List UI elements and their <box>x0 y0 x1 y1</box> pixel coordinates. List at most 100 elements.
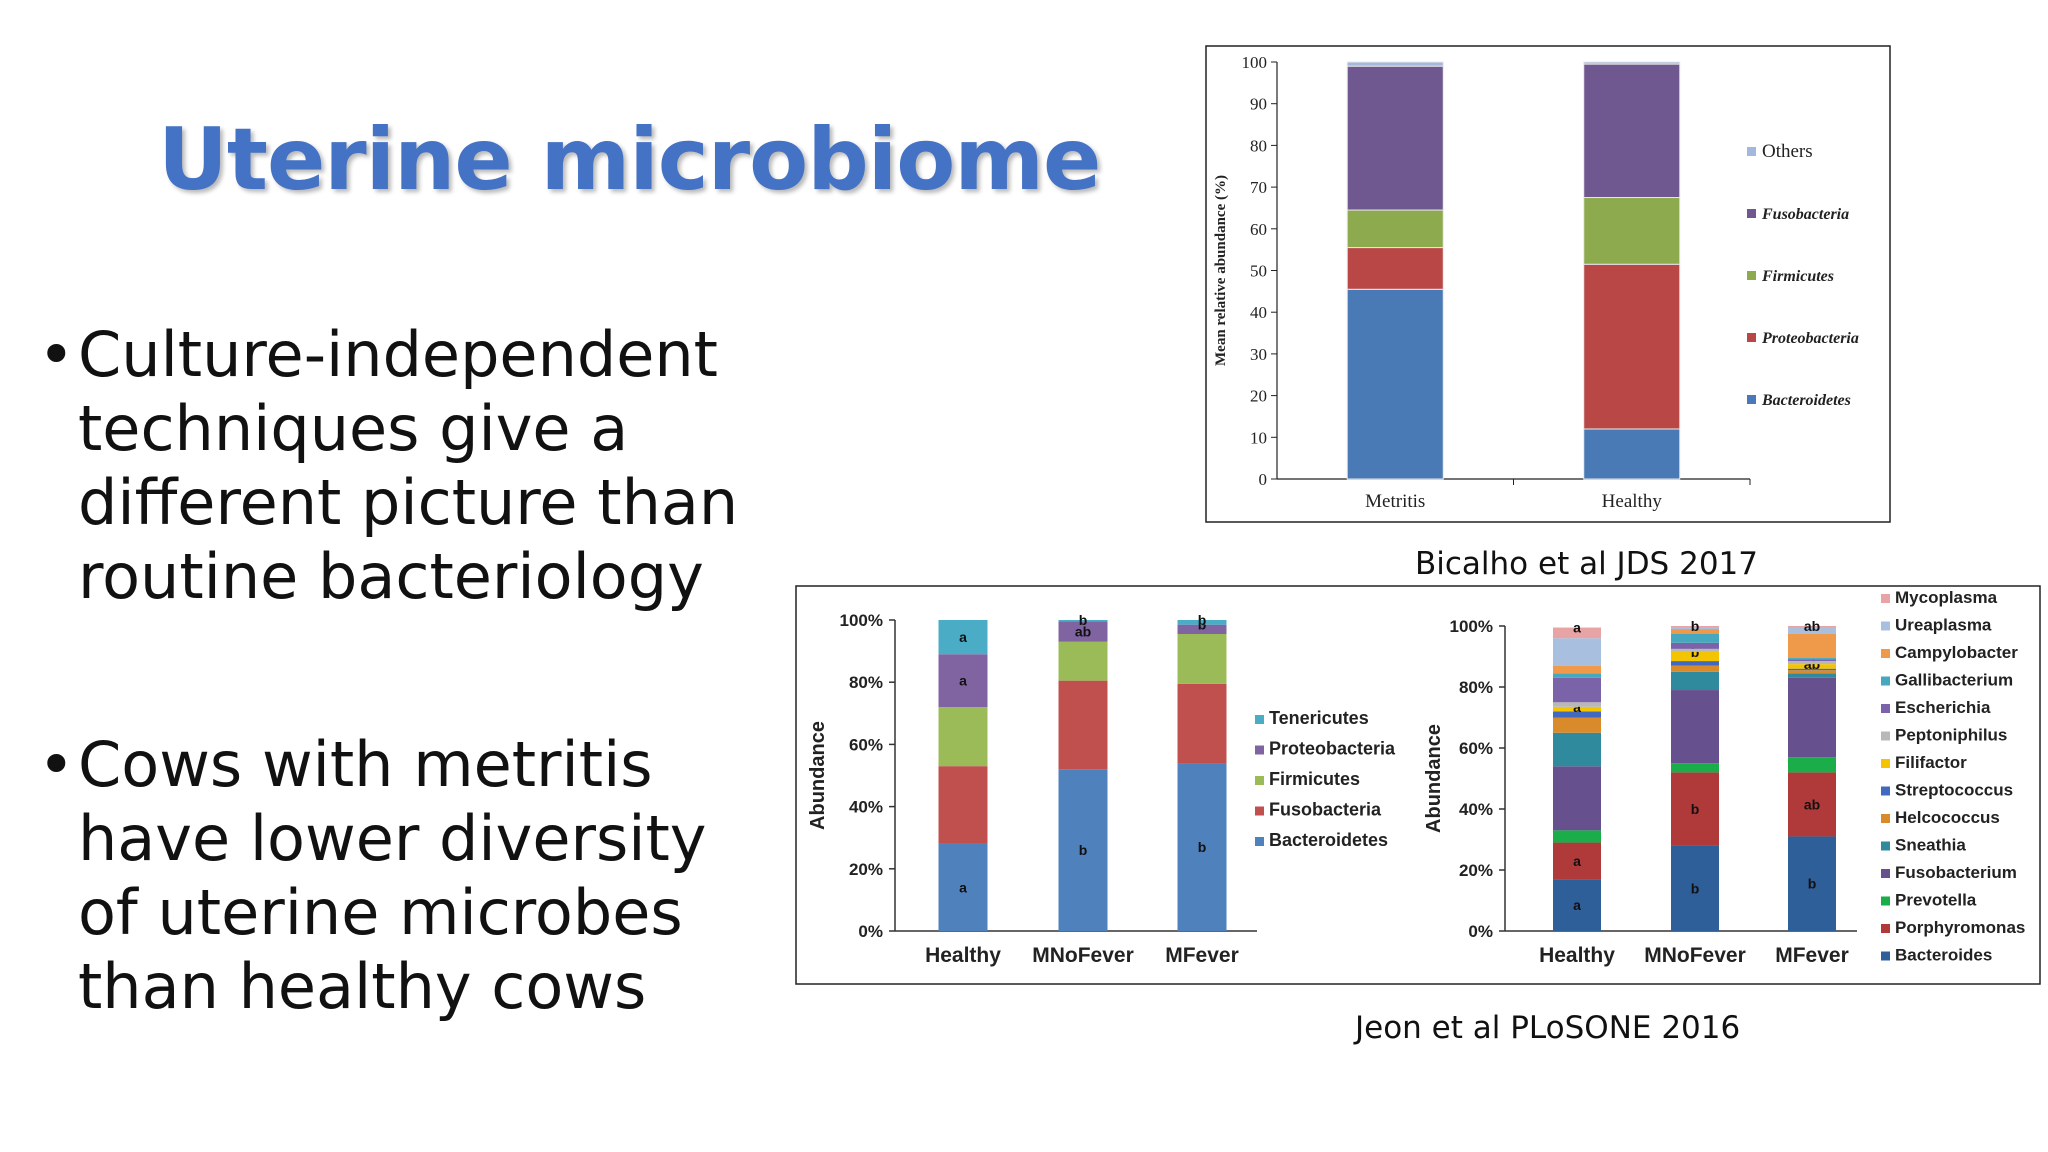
legend-swatch-sneathia <box>1881 841 1890 851</box>
y-tick-label: 60 <box>1250 220 1267 239</box>
bar-segment-bacteroides <box>1671 845 1719 931</box>
bar-segment-escherichia <box>1671 642 1719 649</box>
bar-segment-bacteroidetes <box>1058 769 1108 931</box>
bar-segment-sneathia <box>1671 671 1719 691</box>
legend-label-porphyromonas: Porphyromonas <box>1895 918 2025 937</box>
y-tick-label: 40% <box>849 798 883 817</box>
significance-label: b <box>1198 612 1207 628</box>
significance-label: ab <box>1804 618 1820 634</box>
legend-label-sneathia: Sneathia <box>1895 836 1966 855</box>
significance-label: ab <box>1804 796 1820 812</box>
bullet-1-line-2: techniques give a <box>78 392 629 465</box>
significance-label: a <box>959 629 967 645</box>
legend-swatch-campylobacter <box>1881 649 1890 658</box>
bullet-2-line-3: of uterine microbes <box>78 876 683 949</box>
legend-label-prevotella: Prevotella <box>1895 891 1977 910</box>
bullet-dot: • <box>38 728 75 801</box>
x-tick-label: Metritis <box>1365 491 1425 512</box>
bar-segment-fusobacteria <box>1346 65 1444 211</box>
bar-segment-helcococcus <box>1671 665 1719 672</box>
bar-segment-firmicutes <box>1177 633 1227 684</box>
significance-label: a <box>1573 620 1581 636</box>
x-tick-label: MFever <box>1165 944 1239 967</box>
bar-segment-sneathia <box>1788 673 1836 678</box>
legend-swatch-mycoplasma <box>1881 594 1890 603</box>
legend-swatch-gallibacterium <box>1881 676 1890 686</box>
legend-label-bacteroidetes: Bacteroidetes <box>1761 392 1851 409</box>
legend-swatch-fusobacterium <box>1881 869 1890 878</box>
legend-swatch-porphyromonas <box>1881 924 1890 933</box>
bar-segment-others <box>1346 61 1444 67</box>
bar-segment-porphyromonas <box>1788 772 1836 837</box>
y-tick-label: 50 <box>1250 262 1267 281</box>
bar-segment-escherichia <box>1553 677 1601 703</box>
bullet-2-line-2: have lower diversity <box>78 802 707 875</box>
significance-label: b <box>1691 880 1700 896</box>
legend-label-fusobacteria: Fusobacteria <box>1269 800 1382 820</box>
bar-segment-campylobacter <box>1788 633 1836 659</box>
y-tick-label: 100% <box>1450 617 1493 636</box>
bar-segment-firmicutes <box>1583 197 1681 265</box>
y-tick-label: 30 <box>1250 345 1267 364</box>
significance-label: a <box>1573 853 1581 869</box>
y-axis-label: Abundance <box>1423 724 1445 833</box>
x-tick-label: Healthy <box>1539 944 1615 967</box>
bar-segment-streptococcus <box>1553 711 1601 718</box>
chart-frame <box>1205 45 1891 523</box>
bar-segment-peptoniphilus <box>1553 702 1601 707</box>
bar-segment-filifactor <box>1671 651 1719 662</box>
legend-swatch-others <box>1747 147 1756 156</box>
legend-swatch-bacteroidetes <box>1255 837 1264 846</box>
legend-label-tenericutes: Tenericutes <box>1269 708 1369 728</box>
y-tick-label: 10 <box>1250 428 1267 447</box>
legend-label-fusobacterium: Fusobacterium <box>1895 863 2017 882</box>
bar-segment-tenericutes <box>1058 620 1108 622</box>
bar-segment-fusobacteria <box>1583 63 1681 199</box>
legend-swatch-filifactor <box>1881 759 1890 768</box>
legend-swatch-streptococcus <box>1881 786 1890 796</box>
bar-segment-peptoniphilus <box>1671 648 1719 652</box>
bar-segment-ureaplasma <box>1788 627 1836 634</box>
bar-segment-porphyromonas <box>1553 842 1601 880</box>
x-tick-label: Healthy <box>1602 491 1663 512</box>
y-tick-label: 40 <box>1250 303 1267 322</box>
bar-segment-fusobacteria <box>1177 683 1227 764</box>
x-tick-label: Healthy <box>925 944 1001 967</box>
bullet-1-line-3: different picture than <box>78 466 739 539</box>
bar-segment-escherichia <box>1788 659 1836 662</box>
bar-segment-gallibacterium <box>1671 633 1719 643</box>
bar-segment-firmicutes <box>1058 641 1108 681</box>
x-tick-label: MNoFever <box>1644 944 1746 967</box>
legend-label-helcococcus: Helcococcus <box>1895 808 2000 827</box>
bullet-1-line-4: routine bacteriology <box>78 540 704 613</box>
bar-segment-bacteroidetes <box>1583 428 1681 480</box>
x-tick-label: MNoFever <box>1032 944 1134 967</box>
bar-segment-mycoplasma <box>1553 627 1601 639</box>
y-tick-label: 60% <box>849 735 883 754</box>
significance-label: b <box>1691 801 1700 817</box>
legend-swatch-firmicutes <box>1255 776 1264 785</box>
legend-label-streptococcus: Streptococcus <box>1895 781 2013 800</box>
y-tick-label: 90 <box>1250 95 1267 114</box>
legend-swatch-peptoniphilus <box>1881 731 1890 741</box>
legend-swatch-proteobacteria <box>1255 745 1264 755</box>
legend-swatch-prevotella <box>1881 896 1890 906</box>
legend-label-proteobacteria: Proteobacteria <box>1269 739 1396 759</box>
chart-jeon: 0% 20% 40% 60% 80% 100% Abundance a a a Healthy b ab… <box>795 585 2041 985</box>
legend-label-bacteroides: Bacteroides <box>1895 946 1992 965</box>
bar-segment-fusobacterium <box>1788 677 1836 758</box>
y-tick-label: 0% <box>1468 922 1493 941</box>
legend-swatch-tenericutes <box>1255 715 1264 724</box>
significance-label: b <box>1808 876 1817 892</box>
legend-label-campylobacter: Campylobacter <box>1895 643 2018 662</box>
y-tick-label: 80% <box>849 673 883 692</box>
bar-segment-others <box>1583 61 1681 65</box>
y-axis-label: Mean relative abundance (%) <box>1213 175 1229 366</box>
bar-segment-proteobacteria <box>1058 621 1108 642</box>
bar-segment-mycoplasma <box>1671 626 1719 628</box>
legend-label-peptoniphilus: Peptoniphilus <box>1895 726 2007 745</box>
y-tick-label: 80 <box>1250 136 1267 155</box>
y-tick-label: 20% <box>1459 861 1493 880</box>
legend-swatch-ureaplasma <box>1881 621 1890 631</box>
legend-label-filifactor: Filifactor <box>1895 753 1967 772</box>
